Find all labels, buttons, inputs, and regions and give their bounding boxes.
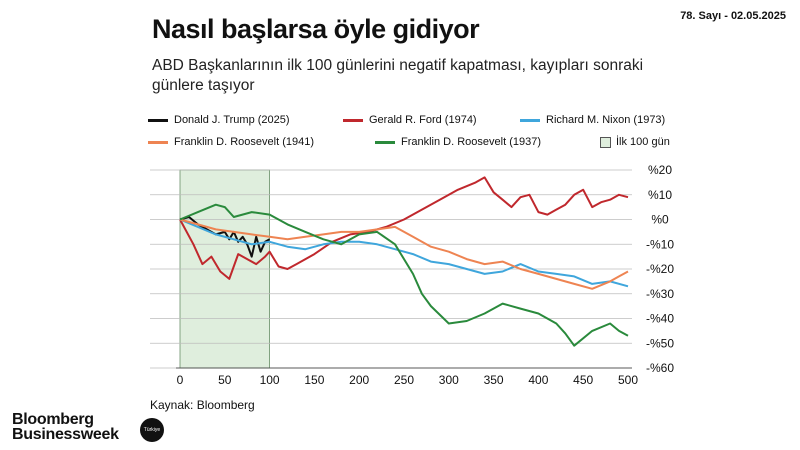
- legend-label-nixon: Richard M. Nixon (1973): [546, 114, 666, 126]
- series-line-fdr1937: [179, 203, 629, 347]
- series-line-nixon: [179, 218, 629, 288]
- x-tick-label: 450: [573, 373, 593, 387]
- legend-label-shade: İlk 100 gün: [616, 136, 670, 148]
- legend-swatch-fdr1937: [375, 140, 395, 144]
- y-tick-label: %10: [648, 188, 672, 202]
- legend-item-fdr1937: Franklin D. Roosevelt (1937): [375, 136, 541, 148]
- legend-item-ford: Gerald R. Ford (1974): [343, 114, 477, 126]
- logo-badge: Türkiye: [140, 418, 164, 442]
- legend-swatch-nixon: [520, 118, 540, 122]
- legend-item-nixon: Richard M. Nixon (1973): [520, 114, 665, 126]
- legend-swatch-trump: [148, 118, 168, 122]
- x-tick-label: 200: [349, 373, 369, 387]
- logo-line2: Businessweek: [12, 426, 119, 443]
- legend-item-trump: Donald J. Trump (2025): [148, 114, 290, 126]
- legend-label-ford: Gerald R. Ford (1974): [369, 114, 477, 126]
- x-tick-label: 0: [177, 373, 184, 387]
- series-line-ford: [179, 176, 629, 280]
- legend-label-trump: Donald J. Trump (2025): [174, 114, 290, 126]
- legend-label-fdr1937: Franklin D. Roosevelt (1937): [401, 136, 542, 148]
- x-tick-label: 150: [304, 373, 324, 387]
- legend-item-fdr1941: Franklin D. Roosevelt (1941): [148, 136, 314, 148]
- chart-title: Nasıl başlarsa öyle gidiyor: [152, 14, 480, 44]
- legend-item-first-100-days: İlk 100 gün: [600, 136, 670, 148]
- legend-swatch-ford: [343, 118, 363, 122]
- publisher-logo: Bloomberg Businessweek: [12, 411, 119, 443]
- x-tick-label: 50: [218, 373, 232, 387]
- x-tick-label: 350: [484, 373, 504, 387]
- issue-date: 78. Sayı - 02.05.2025: [680, 10, 786, 22]
- x-tick-label: 300: [439, 373, 459, 387]
- x-tick-label: 400: [528, 373, 548, 387]
- legend-swatch-fdr1941: [148, 140, 168, 144]
- y-tick-label: %0: [651, 213, 669, 227]
- legend-swatch-shade: [600, 136, 611, 148]
- series-line-fdr1941: [179, 218, 629, 290]
- y-tick-label: -%10: [646, 237, 674, 251]
- legend-label-fdr1941: Franklin D. Roosevelt (1941): [174, 136, 315, 148]
- source-note: Kaynak: Bloomberg: [150, 398, 255, 412]
- y-tick-label: -%60: [646, 361, 674, 375]
- y-tick-label: -%20: [646, 262, 674, 276]
- y-tick-label: -%40: [646, 312, 674, 326]
- logo-line1: Bloomberg: [12, 411, 94, 428]
- x-tick-label: 100: [260, 373, 280, 387]
- y-tick-label: %20: [648, 163, 672, 177]
- x-tick-label: 500: [618, 373, 638, 387]
- y-tick-label: -%30: [646, 287, 674, 301]
- chart-subtitle: ABD Başkanlarının ilk 100 günlerini nega…: [152, 57, 644, 94]
- x-tick-label: 250: [394, 373, 414, 387]
- y-tick-label: -%50: [646, 336, 674, 350]
